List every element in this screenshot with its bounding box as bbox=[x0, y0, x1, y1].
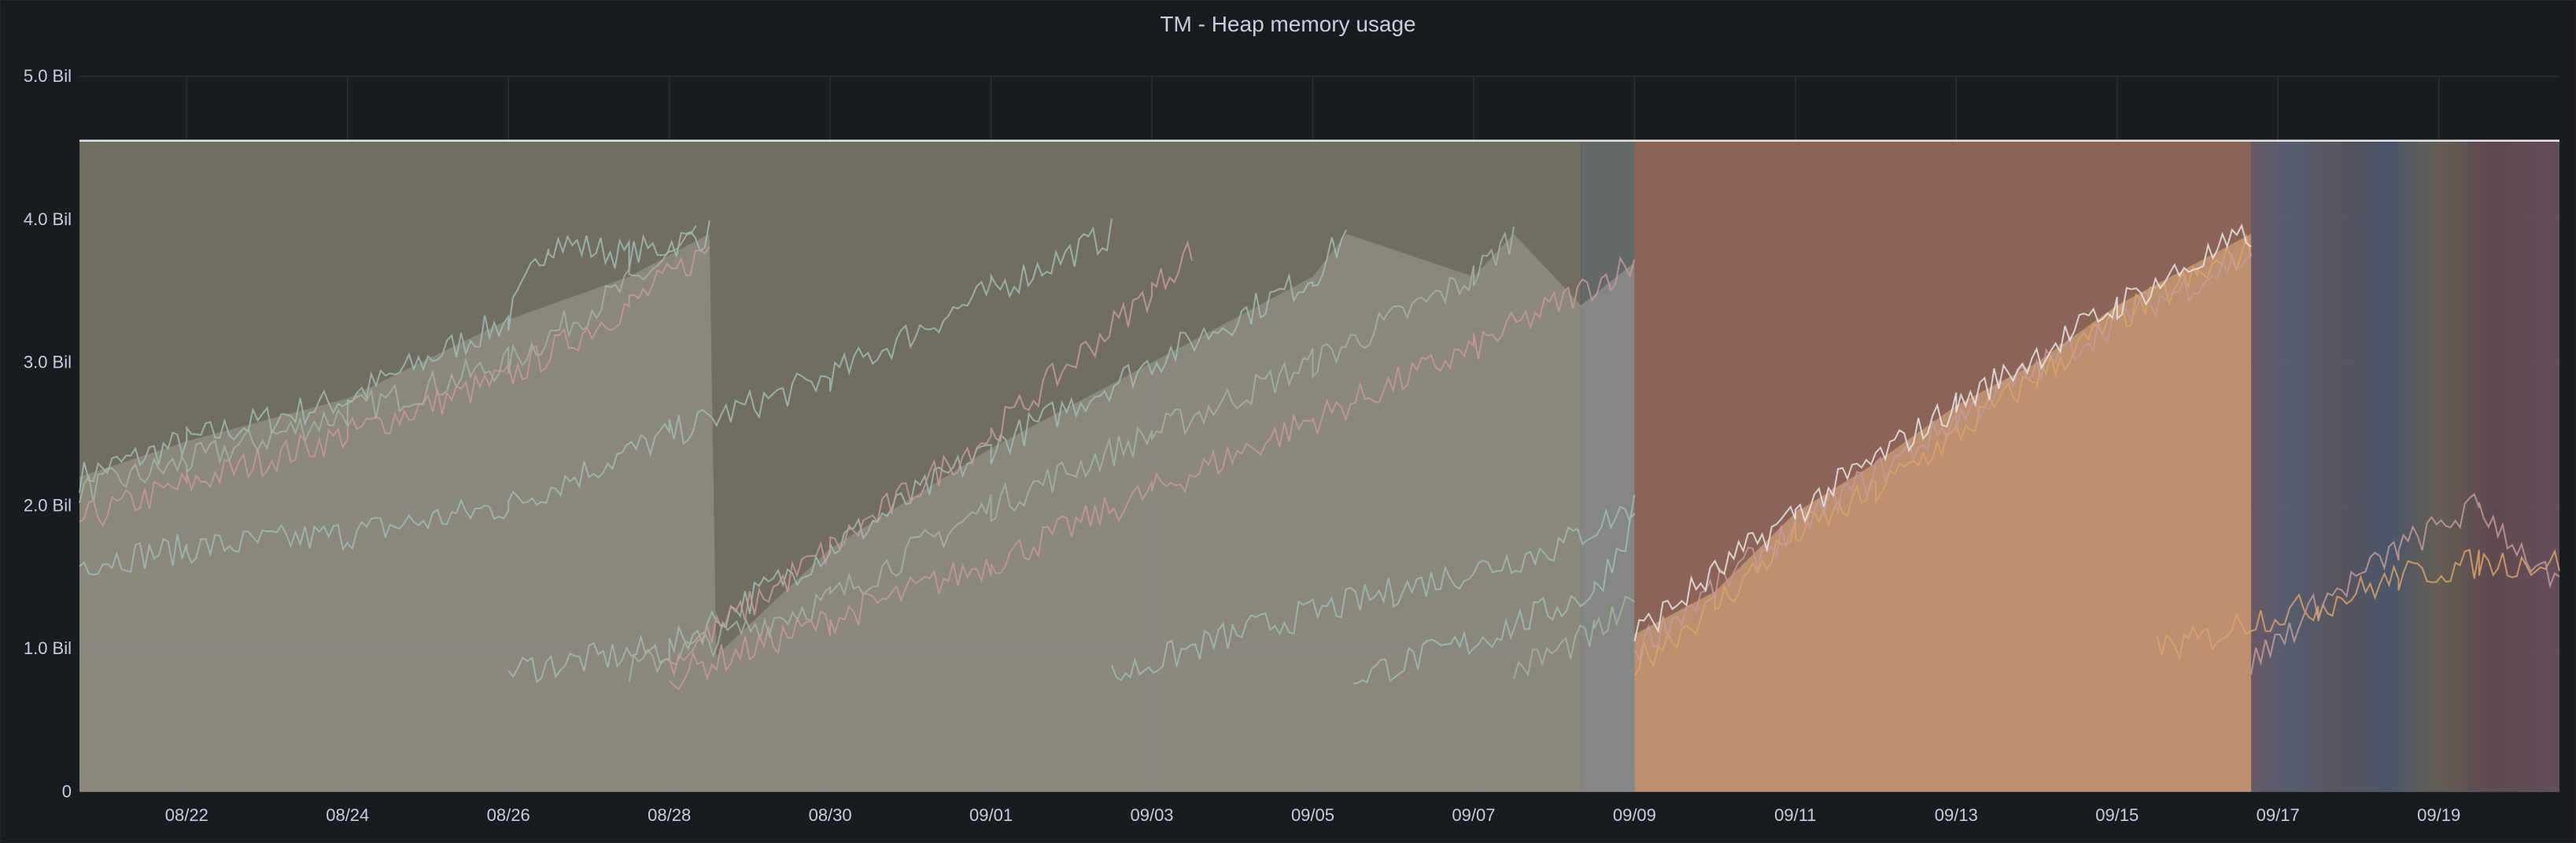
y-tick-label: 2.0 Bil bbox=[24, 495, 72, 515]
x-tick-label: 09/07 bbox=[1452, 805, 1495, 825]
x-tick-label: 08/22 bbox=[165, 805, 209, 825]
series-line[interactable] bbox=[79, 224, 697, 504]
y-tick-label: 4.0 Bil bbox=[24, 209, 72, 229]
x-tick-label: 08/26 bbox=[487, 805, 530, 825]
series-line[interactable] bbox=[1110, 494, 1636, 682]
series-line[interactable] bbox=[1513, 595, 1635, 679]
max-heap-band bbox=[2251, 140, 2559, 792]
x-tick-label: 08/24 bbox=[326, 805, 369, 825]
x-tick-label: 09/15 bbox=[2095, 805, 2139, 825]
series-line[interactable] bbox=[628, 226, 1515, 682]
y-tick-label: 1.0 Bil bbox=[24, 638, 72, 658]
series-line[interactable] bbox=[2250, 493, 2560, 675]
y-tick-label: 5.0 Bil bbox=[24, 66, 72, 86]
x-tick-label: 08/30 bbox=[809, 805, 852, 825]
series-line[interactable] bbox=[1633, 252, 2252, 661]
x-tick-label: 08/28 bbox=[648, 805, 691, 825]
y-tick-label: 3.0 Bil bbox=[24, 353, 72, 372]
series-layer bbox=[79, 139, 2560, 690]
x-tick-label: 09/13 bbox=[1935, 805, 1978, 825]
x-tick-label: 09/19 bbox=[2417, 805, 2460, 825]
x-tick-label: 09/03 bbox=[1130, 805, 1173, 825]
used-heap-area bbox=[1634, 233, 2252, 793]
panel-title[interactable]: TM - Heap memory usage bbox=[1160, 12, 1416, 36]
series-line[interactable] bbox=[1633, 223, 2252, 641]
used-heap-area bbox=[1581, 262, 1635, 793]
used-heap-area bbox=[79, 233, 1581, 793]
series-line[interactable] bbox=[79, 218, 1113, 576]
y-tick-label: 0 bbox=[62, 782, 72, 801]
series-line[interactable] bbox=[668, 256, 1636, 690]
y-axis: 0 1.0 Bil 2.0 Bil 3.0 Bil 4.0 Bil 5.0 Bil bbox=[24, 66, 72, 801]
x-tick-label: 09/17 bbox=[2257, 805, 2300, 825]
x-tick-label: 09/01 bbox=[969, 805, 1013, 825]
area-layer bbox=[79, 140, 2559, 793]
x-tick-label: 09/11 bbox=[1774, 805, 1816, 825]
series-line[interactable] bbox=[2156, 549, 2560, 661]
series-line[interactable] bbox=[507, 229, 1347, 684]
x-tick-label: 09/05 bbox=[1291, 805, 1334, 825]
series-line[interactable] bbox=[79, 220, 710, 494]
series-line[interactable] bbox=[668, 240, 1194, 678]
series-line[interactable] bbox=[1633, 233, 2253, 677]
x-tick-label: 09/09 bbox=[1613, 805, 1656, 825]
series-line[interactable] bbox=[1353, 512, 1636, 685]
series-line[interactable] bbox=[79, 246, 710, 527]
x-axis: 08/22 08/24 08/26 08/28 08/30 09/01 09/03 09/05… bbox=[165, 805, 2460, 825]
